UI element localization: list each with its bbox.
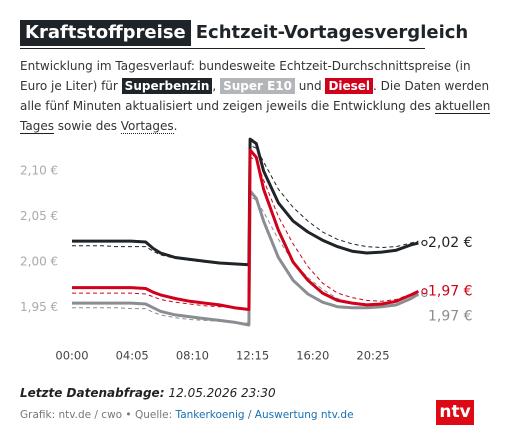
end-label: 1,97 € [428, 308, 473, 324]
today-line [72, 148, 420, 311]
end-label: 1,97 € [428, 283, 473, 299]
x-tick-label: 08:10 [176, 349, 209, 363]
text: . [173, 119, 178, 133]
text: Entwicklung im Tagesverlauf: bundesweite… [20, 59, 471, 93]
description: Entwicklung im Tagesverlauf: bundesweite… [20, 56, 500, 136]
logo: ntv [436, 400, 474, 425]
previous-day-line [72, 144, 419, 265]
y-tick-label: 2,10 € [20, 163, 58, 177]
today-key: aktuellen Tages [20, 99, 491, 134]
previous-day-line [72, 156, 419, 310]
x-tick-label: 04:05 [116, 349, 149, 363]
last-query: Letzte Datenabfrage: 12.05.2026 23:30 [20, 386, 276, 400]
title: Kraftstoffpreise [20, 20, 191, 46]
x-tick-label: 12:15 [236, 349, 269, 363]
today-line [72, 137, 419, 267]
subtitle: Echtzeit-Vortagesvergleich [195, 22, 469, 43]
source-link[interactable]: Tankerkoenig / Auswertung ntv.de [175, 409, 354, 421]
query-time: 12.05.2026 23:30 [168, 386, 276, 400]
chart: 1,95 € 2,00 € 2,05 € 2,10 € 00:00 04:05 08:10 1… [20, 137, 473, 363]
y-tick-label: 1,95 € [20, 300, 58, 314]
series-chip: Super E10 [220, 78, 295, 94]
end-marker [421, 239, 428, 247]
header: Kraftstoffpreise Echtzeit-Vortagesverglei… [20, 20, 468, 49]
end-label: 2,02 € [428, 235, 473, 251]
x-tick-label: 00:00 [55, 349, 88, 363]
text: sowie des [53, 119, 121, 133]
series-chip: Superbenzin [121, 78, 213, 94]
x-tick-label: 20:25 [356, 349, 389, 363]
series-chip: Diesel [325, 78, 374, 94]
y-tick-label: 2,05 € [20, 209, 58, 223]
text: und [294, 79, 326, 93]
y-tick-label: 2,00 € [20, 255, 58, 269]
text: . Die Daten werden alle fünf Minuten akt… [20, 79, 490, 113]
x-tick-label: 16:20 [296, 349, 329, 363]
credit: Grafik: ntv.de / cwo • Quelle: Tankerkoe… [20, 409, 354, 421]
end-marker [421, 288, 428, 295]
previous-key: Vortages [120, 119, 174, 134]
query-label: Letzte Datenabfrage: [20, 386, 165, 400]
text: , [212, 79, 221, 93]
credit-text: Grafik: ntv.de / cwo • Quelle: [20, 409, 176, 421]
